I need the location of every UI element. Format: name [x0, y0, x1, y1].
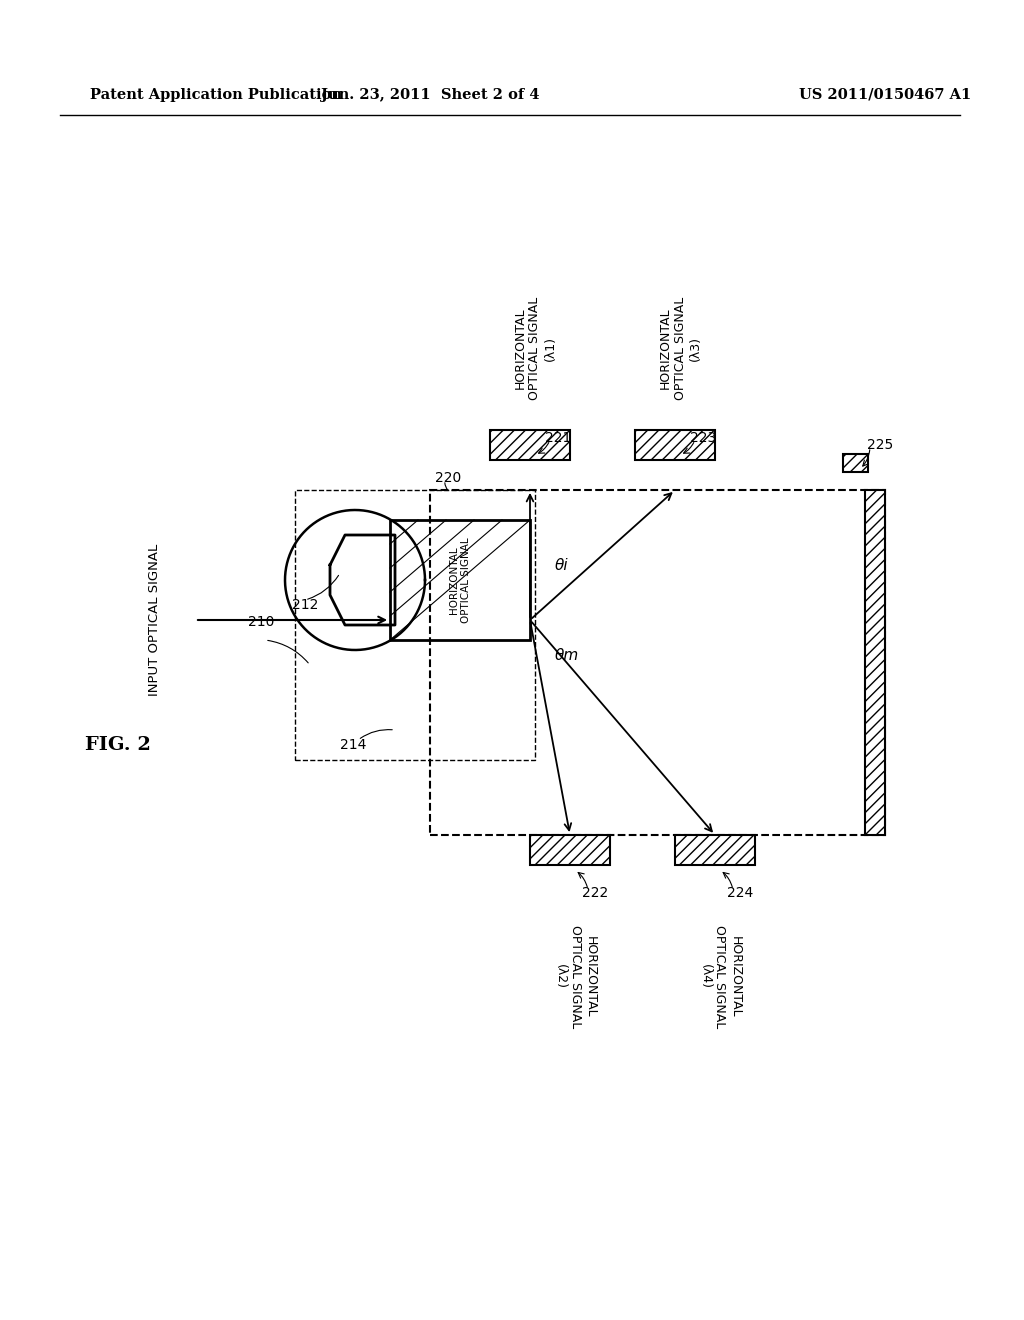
Text: 221: 221 — [545, 432, 571, 445]
Bar — [843, 454, 868, 473]
Bar — [295, 490, 535, 760]
Text: HORIZONTAL
OPTICAL SIGNAL
(λ1): HORIZONTAL OPTICAL SIGNAL (λ1) — [513, 297, 556, 400]
Text: Jun. 23, 2011  Sheet 2 of 4: Jun. 23, 2011 Sheet 2 of 4 — [321, 88, 540, 102]
Text: θi: θi — [555, 557, 568, 573]
Text: Patent Application Publication: Patent Application Publication — [90, 88, 342, 102]
Bar — [865, 490, 885, 836]
Text: 222: 222 — [582, 886, 608, 900]
Bar — [430, 490, 885, 836]
Text: INPUT OPTICAL SIGNAL: INPUT OPTICAL SIGNAL — [148, 544, 162, 696]
Bar — [635, 430, 715, 459]
Text: US 2011/0150467 A1: US 2011/0150467 A1 — [799, 88, 971, 102]
Bar — [530, 836, 610, 865]
Text: 220: 220 — [435, 471, 461, 484]
Text: 212: 212 — [292, 598, 318, 612]
Text: HORIZONTAL
OPTICAL SIGNAL: HORIZONTAL OPTICAL SIGNAL — [450, 537, 471, 623]
Text: 210: 210 — [248, 615, 274, 630]
Text: HORIZONTAL
OPTICAL SIGNAL
(λ3): HORIZONTAL OPTICAL SIGNAL (λ3) — [658, 297, 701, 400]
Bar — [490, 430, 570, 459]
Text: 225: 225 — [867, 438, 893, 451]
Text: 223: 223 — [690, 432, 716, 445]
Text: θm: θm — [555, 648, 580, 663]
Text: FIG. 2: FIG. 2 — [85, 737, 151, 754]
Bar — [675, 836, 755, 865]
Text: 224: 224 — [727, 886, 754, 900]
Bar — [390, 520, 530, 640]
Text: HORIZONTAL
OPTICAL SIGNAL
(λ2): HORIZONTAL OPTICAL SIGNAL (λ2) — [554, 925, 597, 1028]
Text: 214: 214 — [340, 738, 367, 752]
Text: HORIZONTAL
OPTICAL SIGNAL
(λ4): HORIZONTAL OPTICAL SIGNAL (λ4) — [698, 925, 741, 1028]
